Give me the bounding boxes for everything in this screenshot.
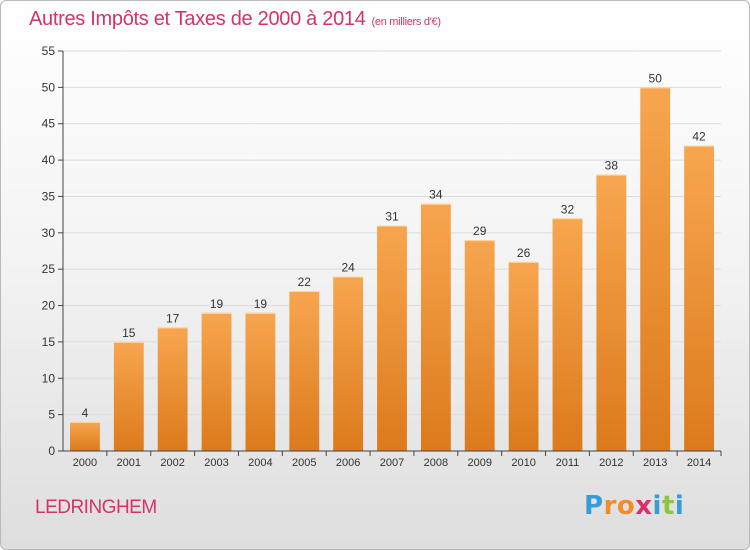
x-tick-label: 2001 [117, 457, 141, 469]
x-tick-label: 2002 [160, 457, 184, 469]
data-label: 15 [122, 326, 136, 340]
logo-letter: i [674, 491, 685, 521]
bar [377, 225, 407, 451]
bar [420, 203, 451, 451]
bar [333, 276, 364, 451]
bar [289, 291, 320, 451]
bars [70, 87, 714, 452]
data-label: 26 [517, 246, 531, 260]
bar [70, 421, 100, 451]
data-label: 19 [254, 297, 268, 311]
x-tick-label: 2009 [467, 457, 491, 469]
x-tick-label: 2004 [248, 457, 272, 469]
x-tick-label: 2010 [511, 457, 535, 469]
logo-letter: x [635, 491, 653, 521]
proxiti-logo: Proxiti [584, 491, 684, 521]
data-label: 4 [82, 406, 89, 420]
logo-letter: t [661, 491, 675, 521]
data-label: 50 [649, 71, 663, 85]
logo-letter: r [603, 491, 617, 521]
data-label: 19 [210, 297, 224, 311]
data-label: 17 [166, 311, 180, 325]
bar [640, 87, 671, 451]
bar [552, 218, 583, 451]
y-tick-label: 55 [42, 44, 56, 58]
y-tick-label: 50 [42, 80, 56, 94]
commune-name: LEDRINGHEM [35, 497, 157, 518]
data-label: 31 [385, 210, 399, 224]
y-tick-label: 5 [48, 408, 55, 422]
x-tick-label: 2013 [643, 457, 667, 469]
y-tick-label: 45 [42, 117, 56, 131]
bar [157, 327, 188, 451]
x-tick-label: 2008 [424, 457, 448, 469]
chart-unit: (en milliers d'€) [371, 16, 441, 28]
x-tick-label: 2007 [380, 457, 404, 469]
y-tick-label: 10 [42, 371, 56, 385]
chart-title-text: Autres Impôts et Taxes de 2000 à 2014 [29, 8, 366, 30]
labels: 4 15 17 19 19 22 24 31 34 29 26 32 38 50 42 [82, 71, 706, 420]
y-tick-label: 20 [42, 299, 56, 313]
logo-letter: P [584, 491, 604, 521]
bar [464, 240, 495, 451]
bar [596, 174, 627, 452]
axes: 0 5 10 15 20 25 30 35 40 45 50 55 2000 2001 2002 2003 20… [42, 44, 722, 469]
y-tick-label: 35 [42, 189, 56, 203]
x-tick-label: 2003 [204, 457, 228, 469]
x-tick-label: 2012 [599, 457, 623, 469]
y-tick-label: 0 [48, 444, 55, 458]
data-label: 32 [561, 202, 575, 216]
data-label: 42 [692, 130, 706, 144]
y-tick-label: 25 [42, 262, 56, 276]
bar [245, 312, 276, 451]
data-label: 29 [473, 224, 487, 238]
data-label: 24 [341, 260, 355, 274]
x-tick-label: 2005 [292, 457, 316, 469]
logo-letter: i [652, 491, 662, 521]
x-tick-label: 2006 [336, 457, 360, 469]
x-tick-label: 2011 [556, 457, 580, 469]
y-tick-label: 30 [42, 226, 56, 240]
data-label: 34 [429, 188, 443, 202]
bar [113, 341, 144, 451]
y-tick-label: 15 [42, 335, 56, 349]
data-label: 22 [298, 275, 312, 289]
bar [201, 312, 232, 451]
chart-title: Autres Impôts et Taxes de 2000 à 2014 (en… [29, 8, 441, 31]
bar [684, 145, 714, 451]
x-tick-label: 2000 [73, 457, 97, 469]
y-tick-label: 40 [42, 153, 56, 167]
data-label: 38 [605, 159, 619, 173]
logo-letter: o [616, 491, 636, 521]
bar [508, 261, 539, 451]
x-tick-label: 2014 [687, 457, 711, 469]
